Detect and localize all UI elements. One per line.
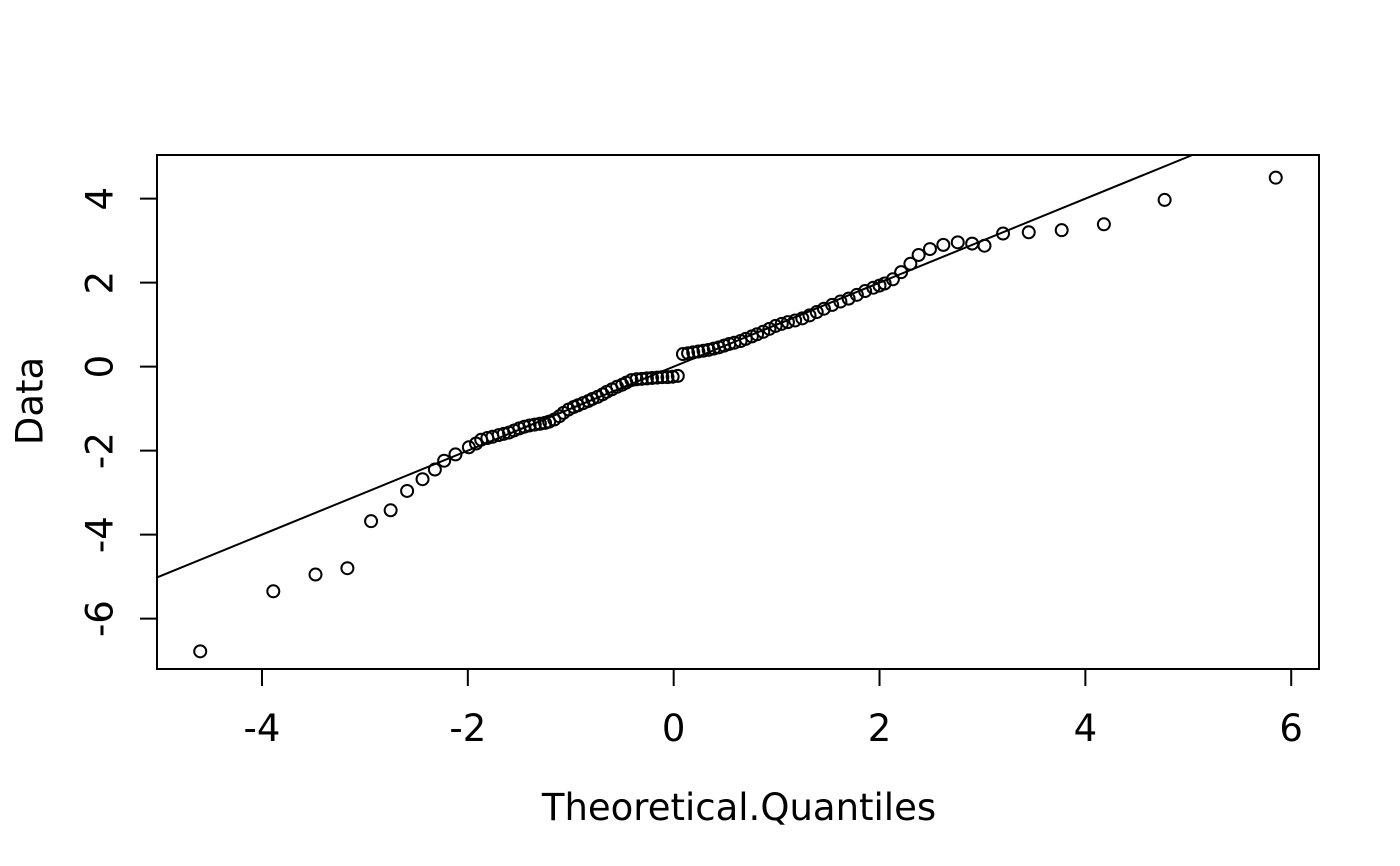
data-point [825,297,840,312]
data-point [650,370,665,385]
data-point [552,409,567,424]
data-point [634,371,649,386]
data-point [670,368,685,383]
data-point [308,567,323,582]
data-point [795,311,810,326]
data-point [660,370,675,385]
x-tick-label: 6 [1279,707,1303,750]
x-tick-label: 2 [868,707,892,750]
x-tick-label: -4 [244,707,281,750]
data-point [1054,223,1069,238]
x-tick-label: 4 [1074,707,1098,750]
y-tick-label: 2 [79,271,122,295]
data-point [437,453,452,468]
data-point [681,346,696,361]
x-tick-label: -2 [449,707,486,750]
data-point [802,308,817,323]
data-point [266,584,281,599]
data-point [427,462,442,477]
data-point [894,265,909,280]
data-point [527,417,542,432]
plot-area: -4 -2 0 2 4 6 -6 -4 -2 0 2 4 [79,154,1320,750]
data-point [400,483,415,498]
data-point [629,372,644,387]
data-point [950,235,965,250]
x-tick-label: 0 [662,707,686,750]
y-tick-label: -2 [79,432,122,469]
plot-border-box [156,154,1320,670]
data-point [911,247,926,262]
data-point [532,416,547,431]
data-point [645,370,660,385]
data-point [977,238,992,253]
data-point [522,418,537,433]
data-point [415,472,430,487]
data-point [788,313,803,328]
data-point [193,644,208,659]
reference-line [156,154,1193,579]
data-point [1157,192,1172,207]
data-point [691,344,706,359]
y-axis-label: Data [9,357,52,445]
y-tick-label: 0 [79,355,122,379]
data-point [750,327,765,342]
data-point [885,272,900,287]
data-point [675,347,690,362]
data-point [996,226,1011,241]
data-point [686,345,701,360]
data-point [1268,170,1283,185]
data-point [922,242,937,257]
x-axis-label: Theoretical.Quantiles [541,786,936,829]
data-point [936,237,951,252]
data-point [364,514,379,529]
data-point [340,561,355,576]
data-point [1021,225,1036,240]
data-point [780,315,795,330]
data-point [738,331,753,346]
data-point [774,316,789,331]
y-tick-label: -4 [79,516,122,553]
data-point [448,447,463,462]
data-point [696,343,711,358]
data-point [665,369,680,384]
data-point [841,291,856,306]
data-point [768,318,783,333]
data-point [877,276,892,291]
data-point [655,370,670,385]
data-point [624,373,639,388]
data-point [1096,217,1111,232]
y-tick-label: 4 [79,187,122,211]
data-point [833,294,848,309]
y-tick-label: -6 [79,600,122,637]
data-point [639,371,654,386]
data-point [858,284,873,299]
data-point [903,256,918,271]
data-point [816,301,831,316]
data-point [461,440,476,455]
data-point [849,287,864,302]
data-point [383,503,398,518]
data-point [809,305,824,320]
